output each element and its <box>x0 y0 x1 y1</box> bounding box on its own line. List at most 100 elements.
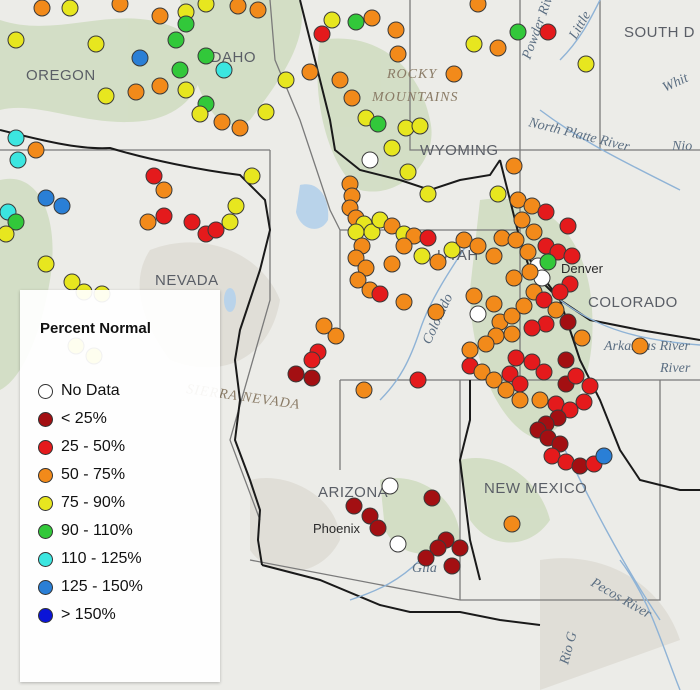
station-dot <box>301 63 319 81</box>
station-dot <box>7 129 25 147</box>
legend-item: 25 - 50% <box>38 436 125 458</box>
station-dot <box>563 247 581 265</box>
station-dot <box>389 45 407 63</box>
state-label-south-dakota: SOUTH D <box>624 24 695 41</box>
legend-label: 90 - 110% <box>61 522 133 539</box>
station-dot <box>443 557 461 575</box>
station-dot <box>145 167 163 185</box>
station-dot <box>369 115 387 133</box>
station-dot <box>503 307 521 325</box>
station-dot <box>111 0 129 13</box>
legend-item: No Data <box>38 380 120 402</box>
city-label-phoenix: Phoenix <box>313 521 360 536</box>
station-dot <box>493 229 511 247</box>
station-dot <box>27 141 45 159</box>
station-dot <box>469 0 487 13</box>
legend-item: > 150% <box>38 604 116 626</box>
station-dot <box>249 1 267 19</box>
station-dot <box>559 217 577 235</box>
station-dot <box>535 291 553 309</box>
station-dot <box>497 381 515 399</box>
station-dot <box>551 435 569 453</box>
station-dot <box>419 185 437 203</box>
station-dot <box>61 0 79 17</box>
state-label-nevada: NEVADA <box>155 272 219 289</box>
station-dot <box>469 237 487 255</box>
station-dot <box>561 401 579 419</box>
station-dot <box>37 189 55 207</box>
station-dot <box>287 365 305 383</box>
station-dot <box>197 0 215 13</box>
station-dot <box>465 287 483 305</box>
legend-label: 50 - 75% <box>61 466 126 483</box>
station-dot <box>519 243 537 261</box>
legend-swatch <box>38 607 53 623</box>
station-dot <box>477 335 495 353</box>
station-dot <box>323 11 341 29</box>
city-label-denver: Denver <box>561 261 604 276</box>
station-dot <box>313 25 331 43</box>
station-dot <box>331 71 349 89</box>
station-dot <box>503 515 521 533</box>
station-dot <box>395 293 413 311</box>
station-dot <box>277 71 295 89</box>
station-dot <box>547 301 565 319</box>
station-dot <box>397 119 415 137</box>
station-dot <box>349 271 367 289</box>
range-label-mountains: MOUNTAINS <box>371 90 459 105</box>
legend-swatch <box>38 411 53 427</box>
station-dot <box>595 447 613 465</box>
station-dot <box>395 237 413 255</box>
legend-label: 125 - 150% <box>61 578 143 595</box>
station-dot <box>515 297 533 315</box>
legend-title: Percent Normal <box>40 320 151 337</box>
station-dot <box>469 305 487 323</box>
station-dot <box>0 225 15 243</box>
station-dot <box>523 319 541 337</box>
station-dot <box>387 21 405 39</box>
station-dot <box>581 377 599 395</box>
station-dot <box>327 327 345 345</box>
legend-item: < 25% <box>38 408 107 430</box>
station-dot <box>167 31 185 49</box>
station-dot <box>485 371 503 389</box>
legend-item: 50 - 75% <box>38 464 125 486</box>
station-dot <box>215 61 233 79</box>
legend-label: > 150% <box>61 606 116 623</box>
state-label-new-mexico: NEW MEXICO <box>484 480 587 497</box>
state-label-colorado: COLORADO <box>588 294 678 311</box>
station-dot <box>485 295 503 313</box>
station-dot <box>231 119 249 137</box>
station-dot <box>183 213 201 231</box>
station-dot <box>575 393 593 411</box>
station-dot <box>419 229 437 247</box>
station-dot <box>505 157 523 175</box>
state-label-arizona: ARIZONA <box>318 484 388 501</box>
legend-swatch <box>38 495 53 511</box>
station-dot <box>127 83 145 101</box>
station-dot <box>573 329 591 347</box>
station-dot <box>521 263 539 281</box>
station-dot <box>213 113 231 131</box>
range-label-rocky: ROCKY <box>386 67 438 82</box>
legend-item: 125 - 150% <box>38 576 143 598</box>
station-dot <box>139 213 157 231</box>
station-dot <box>197 47 215 65</box>
station-dot <box>221 213 239 231</box>
station-dot <box>539 253 557 271</box>
station-dot <box>399 163 417 181</box>
station-dot <box>451 539 469 557</box>
station-dot <box>361 507 379 525</box>
legend-swatch <box>38 551 53 567</box>
legend-item: 110 - 125% <box>38 548 142 570</box>
station-dot <box>411 117 429 135</box>
legend-label: 25 - 50% <box>61 438 126 455</box>
state-label-idaho: IDAHO <box>206 49 256 66</box>
station-dot <box>537 203 555 221</box>
station-dot <box>177 81 195 99</box>
legend-swatch <box>38 523 53 539</box>
station-dot <box>559 313 577 331</box>
station-dot <box>343 89 361 107</box>
station-dot <box>409 371 427 389</box>
station-dot <box>227 197 245 215</box>
